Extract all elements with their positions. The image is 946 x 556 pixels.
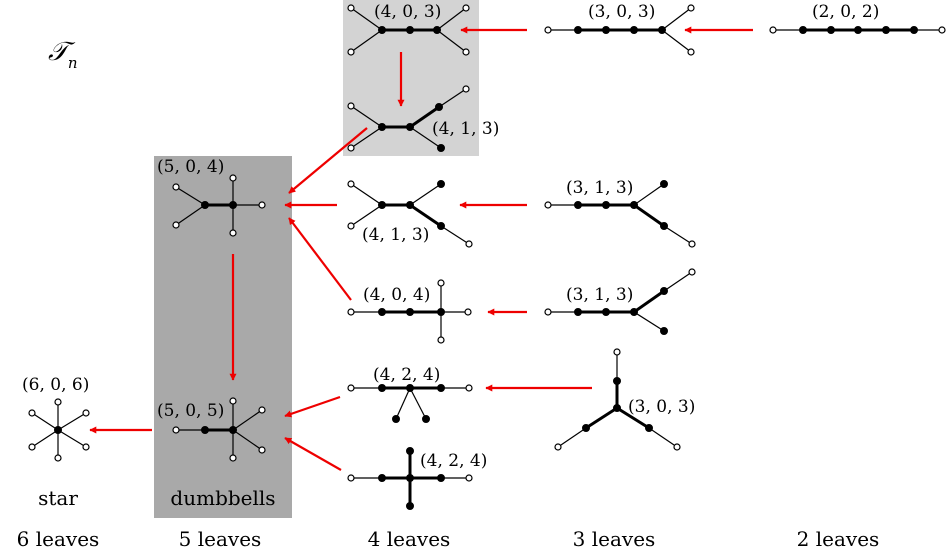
- tree-label: (3, 0, 3): [628, 397, 695, 417]
- tree-label: (4, 1, 3): [432, 119, 499, 139]
- tree-label: (3, 1, 3): [566, 285, 633, 305]
- arrows: [89, 26, 753, 471]
- tree-2-0-2-top: (2, 0, 2): [769, 2, 946, 34]
- tree-label: (3, 0, 3): [588, 2, 655, 22]
- column-label-5-leaves: 5 leaves: [179, 527, 262, 551]
- tree-label: (4, 0, 3): [374, 2, 441, 22]
- arrow: [288, 127, 368, 194]
- tree-label: (5, 0, 4): [157, 157, 224, 177]
- column-label-6-leaves: 6 leaves: [17, 527, 100, 551]
- tree-6-0-6-star: (6, 0, 6): [22, 375, 90, 462]
- caption-star: star: [38, 486, 78, 510]
- tree-4-1-3-row2: (4, 1, 3): [347, 180, 473, 248]
- tree-label: (4, 2, 4): [420, 451, 487, 471]
- tree-label: (4, 1, 3): [362, 225, 429, 245]
- tree-3-1-3-row2: (3, 1, 3): [544, 178, 696, 248]
- arrow: [288, 217, 352, 301]
- tree-label: (3, 1, 3): [566, 178, 633, 198]
- tree-3-1-3-row3: (3, 1, 3): [544, 268, 696, 335]
- tree-label: (2, 0, 2): [812, 2, 879, 22]
- column-label-2-leaves: 2 leaves: [797, 527, 880, 551]
- tree-4-2-4-row5: (4, 2, 4): [347, 447, 487, 510]
- tree-label: (4, 2, 4): [373, 365, 440, 385]
- family-title: 𝒯n: [48, 37, 78, 72]
- tree-label: (4, 0, 4): [363, 285, 430, 305]
- tree-4-0-4: (4, 0, 4): [347, 279, 472, 344]
- tree-3-0-3-tripod: (3, 0, 3): [554, 348, 695, 451]
- tree-label: (6, 0, 6): [22, 375, 89, 395]
- five-leaves-highlight-box: [154, 156, 292, 518]
- caption-dumbbells: dumbbells: [170, 486, 275, 510]
- tree-label: (5, 0, 5): [157, 401, 224, 421]
- tree-4-0-3-top: (4, 0, 3): [347, 2, 470, 56]
- column-label-3-leaves: 3 leaves: [573, 527, 656, 551]
- tree-5-0-5: (5, 0, 5): [157, 397, 266, 462]
- tree-4-1-3-light: (4, 1, 3): [347, 85, 499, 152]
- tree-4-2-4-row4: (4, 2, 4): [347, 365, 473, 423]
- tree-3-0-3-top: (3, 0, 3): [544, 2, 695, 56]
- tree-5-0-4: (5, 0, 4): [157, 157, 266, 237]
- column-label-4-leaves: 4 leaves: [368, 527, 451, 551]
- arrow: [284, 437, 342, 471]
- arrow: [284, 395, 341, 418]
